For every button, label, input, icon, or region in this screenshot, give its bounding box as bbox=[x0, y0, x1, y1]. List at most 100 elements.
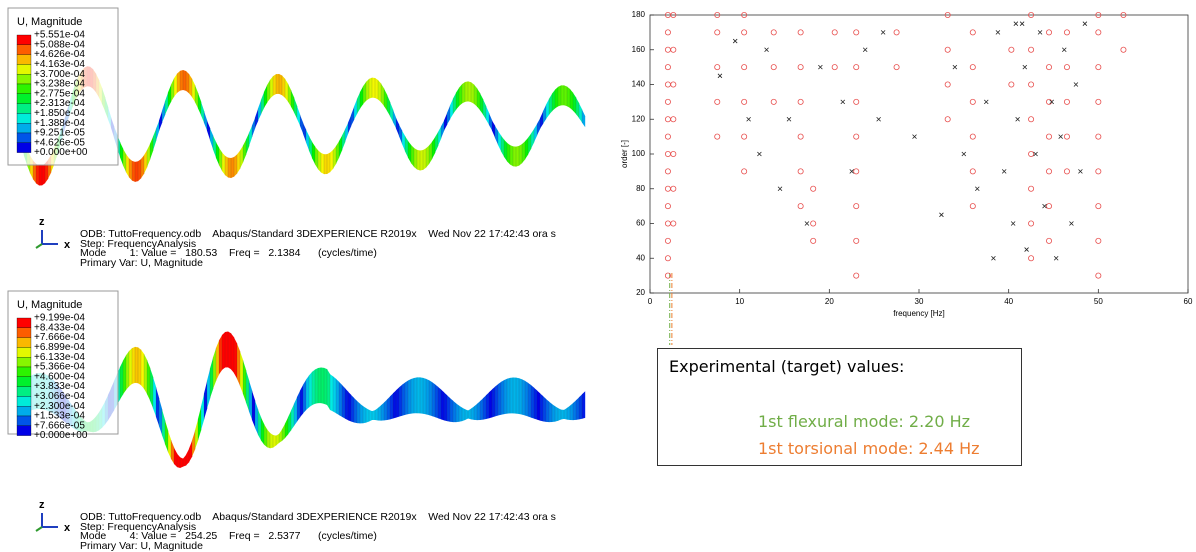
mesh-segment bbox=[297, 390, 301, 422]
mesh-segment bbox=[132, 160, 136, 182]
mesh-segment bbox=[489, 389, 493, 419]
mesh-segment bbox=[357, 91, 361, 114]
point bbox=[664, 255, 671, 262]
mesh-segment bbox=[504, 378, 508, 415]
legend-label: +0.000e+00 bbox=[34, 147, 88, 158]
mesh-segment bbox=[432, 137, 436, 160]
mesh-segment bbox=[396, 117, 400, 137]
mesh-segment bbox=[195, 418, 199, 450]
point bbox=[1095, 168, 1102, 175]
y-tick-label: 180 bbox=[632, 10, 646, 19]
mesh-segment bbox=[159, 110, 163, 131]
mesh-segment bbox=[309, 371, 313, 408]
mesh-segment bbox=[189, 74, 193, 98]
mesh-segment bbox=[375, 78, 379, 100]
mesh-segment bbox=[285, 417, 289, 438]
point bbox=[1095, 64, 1102, 71]
point bbox=[1058, 134, 1063, 139]
mesh-segment bbox=[354, 98, 358, 120]
point bbox=[969, 98, 976, 105]
mesh-segment bbox=[411, 377, 415, 414]
point bbox=[1095, 237, 1102, 244]
mesh-segment bbox=[573, 400, 577, 421]
mesh-segment bbox=[408, 140, 412, 164]
legend-label: +1.533e-04 bbox=[34, 411, 85, 422]
legend-label: +5.088e-04 bbox=[34, 39, 85, 50]
mesh-segment bbox=[258, 409, 262, 441]
x-tick-label: 60 bbox=[1184, 297, 1193, 306]
triad-label: x bbox=[64, 239, 71, 251]
point bbox=[969, 64, 976, 71]
point bbox=[840, 99, 846, 105]
mesh-segment bbox=[159, 398, 163, 436]
mesh-segment bbox=[438, 126, 442, 146]
legend-label: +7.666e-04 bbox=[34, 332, 85, 343]
mesh-segment bbox=[405, 136, 409, 158]
mesh-segment bbox=[345, 388, 349, 421]
point bbox=[1046, 168, 1053, 175]
point bbox=[1095, 98, 1102, 105]
legend-label: +2.300e-04 bbox=[34, 401, 85, 412]
point bbox=[944, 11, 951, 18]
mesh-segment bbox=[537, 118, 541, 136]
mesh-segment bbox=[411, 144, 415, 168]
mesh-segment bbox=[360, 403, 364, 424]
info-line: Mode 4: Value = 254.25 Freq = 2.5377 (cy… bbox=[80, 530, 377, 542]
mesh-segment bbox=[564, 407, 568, 420]
x-tick-label: 0 bbox=[648, 297, 653, 306]
mesh-segment bbox=[168, 84, 172, 108]
mesh-segment bbox=[138, 347, 142, 386]
legend-label: +2.313e-04 bbox=[34, 98, 85, 109]
mesh-segment bbox=[579, 103, 583, 123]
legend-label: +0.000e+00 bbox=[34, 430, 88, 441]
mesh-segment bbox=[363, 406, 367, 424]
mesh-segment bbox=[306, 375, 310, 411]
mesh-segment bbox=[123, 148, 127, 173]
point bbox=[664, 64, 671, 71]
mesh-segment bbox=[516, 377, 520, 415]
mesh-segment bbox=[552, 404, 556, 423]
mesh-segment bbox=[216, 340, 220, 381]
mesh-segment bbox=[150, 136, 154, 160]
point bbox=[664, 203, 671, 210]
point bbox=[717, 73, 723, 79]
point bbox=[995, 30, 1001, 35]
point bbox=[810, 185, 817, 192]
mesh-segment bbox=[561, 85, 565, 106]
point bbox=[1046, 237, 1053, 244]
legend-swatch bbox=[16, 103, 32, 114]
point bbox=[818, 64, 823, 70]
mesh-segment bbox=[264, 424, 268, 448]
mesh-segment bbox=[156, 387, 160, 427]
point bbox=[849, 169, 855, 174]
x-tick-label: 20 bbox=[825, 297, 834, 306]
legend-swatch bbox=[16, 347, 32, 358]
point bbox=[714, 64, 721, 71]
mesh-segment bbox=[267, 79, 271, 103]
mesh-segment bbox=[45, 159, 49, 184]
mesh-segment bbox=[447, 395, 451, 422]
triad-label: z bbox=[39, 499, 45, 511]
point bbox=[764, 47, 769, 53]
mesh-segment bbox=[132, 346, 136, 384]
mesh-segment bbox=[396, 387, 400, 418]
mesh-segment bbox=[414, 147, 418, 170]
mesh-segment bbox=[126, 154, 130, 178]
point bbox=[741, 98, 748, 105]
mesh-segment bbox=[189, 440, 193, 463]
mesh-segment bbox=[291, 403, 295, 431]
point bbox=[810, 220, 817, 227]
legend-swatch bbox=[16, 376, 32, 387]
legend-swatch bbox=[16, 142, 32, 153]
point bbox=[1046, 64, 1053, 71]
mesh-segment bbox=[282, 75, 286, 98]
point bbox=[1046, 29, 1053, 36]
mesh-segment bbox=[501, 135, 505, 157]
x-axis-label: frequency [Hz] bbox=[893, 309, 945, 318]
mesh-segment bbox=[210, 128, 214, 150]
y-tick-label: 80 bbox=[636, 184, 645, 193]
mesh-segment bbox=[321, 152, 325, 175]
legend-label: +6.133e-04 bbox=[34, 352, 85, 363]
point bbox=[1037, 30, 1043, 35]
point bbox=[1095, 133, 1102, 140]
